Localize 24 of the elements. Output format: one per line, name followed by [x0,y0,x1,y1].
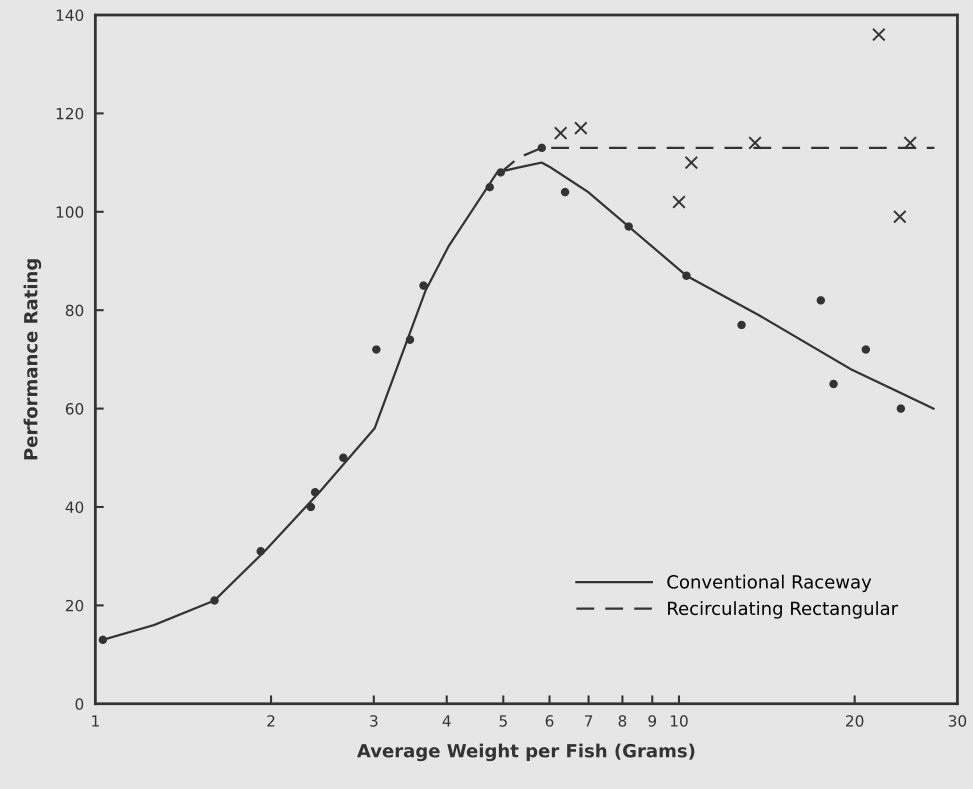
x-tick-label: 8 [618,715,626,727]
y-tick-label: 60 [66,403,84,415]
x-tick-label: 10 [670,715,688,727]
x-tick-label: 20 [846,715,864,727]
x-tick-label: 2 [267,715,274,727]
y-tick-label: 140 [56,9,84,22]
y-tick-label: 120 [56,108,84,120]
x-tick-label: 9 [648,715,656,727]
y-tick-label: 100 [56,206,84,218]
x-tick-label: 30 [948,715,966,727]
y-tick-label: 20 [66,600,84,612]
legend-label: Recirculating Rectangular [668,601,898,619]
x-tick-label: 1 [92,715,99,727]
x-tick-label: 4 [442,715,451,727]
x-tick-label: 6 [546,715,554,727]
y-tick-label: 0 [76,698,84,710]
x-tick-label: 3 [370,715,378,727]
x-tick-label: 5 [500,715,507,727]
x-axis-title: Average Weight per Fish (Grams) [356,744,694,762]
y-tick-label: 40 [66,501,84,514]
legend-label: Conventional Raceway [667,574,872,592]
x-tick-label: 7 [584,715,592,727]
y-tick-label: 80 [66,304,84,316]
y-axis-title: Performance Rating [24,259,42,460]
